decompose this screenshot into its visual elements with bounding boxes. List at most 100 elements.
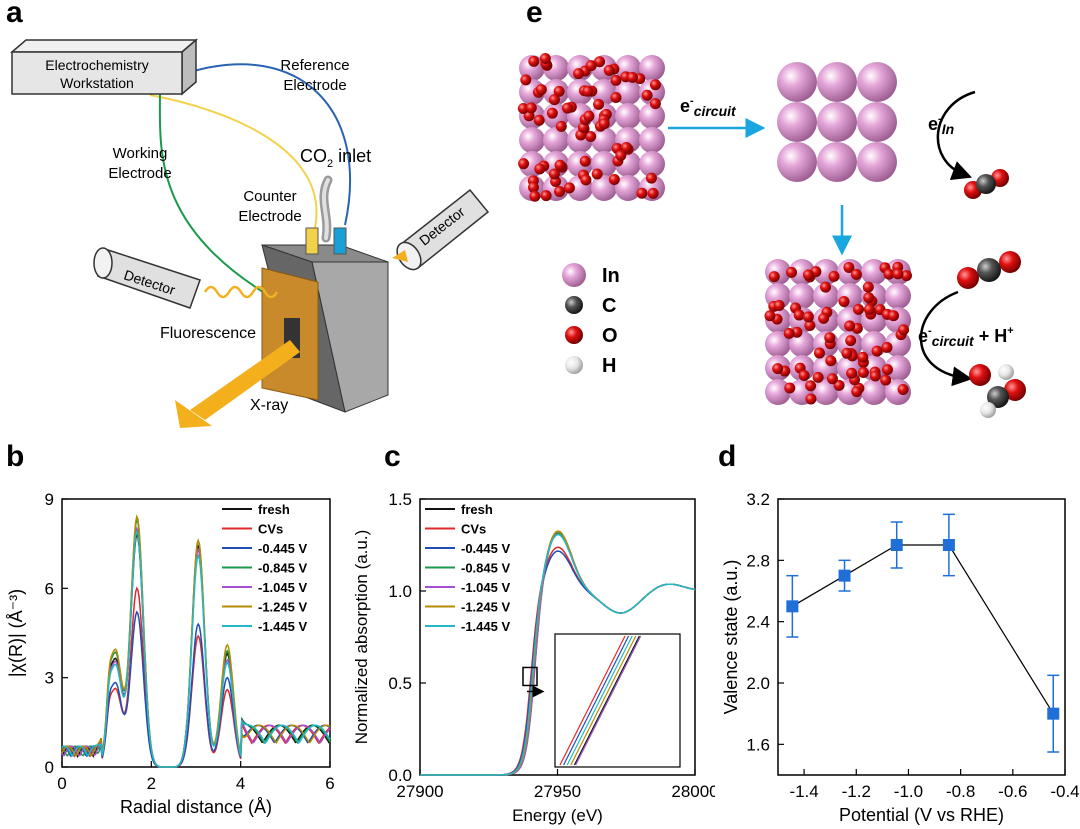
o-atom — [825, 355, 837, 367]
data-point — [838, 569, 851, 582]
in-atom — [857, 102, 897, 142]
legend-entry: -0.445 V — [461, 541, 510, 556]
o-atom — [615, 150, 627, 162]
in-atom — [639, 151, 665, 177]
o-atom — [585, 130, 597, 142]
in-atom — [765, 379, 791, 405]
o-atom — [882, 364, 894, 376]
o-atom — [786, 266, 798, 278]
inset-line — [570, 635, 637, 766]
o-atom — [533, 114, 545, 126]
x-axis-label: Energy (eV) — [512, 806, 603, 825]
reference-wire — [189, 63, 351, 226]
o-atom — [805, 393, 817, 405]
zoom-box — [522, 666, 538, 687]
o-atom — [554, 159, 566, 171]
inset-line — [573, 635, 640, 766]
o-atom — [540, 190, 552, 202]
series-line-CVs — [61, 586, 331, 768]
y-tick-label: 1.0 — [388, 582, 412, 601]
o-atom — [846, 367, 858, 379]
o-atom — [841, 347, 853, 359]
y-tick-label: 2.8 — [746, 551, 770, 570]
o-atom — [881, 341, 893, 353]
y-tick-label: 9 — [45, 490, 54, 509]
co2-molecule-reactant — [957, 251, 1021, 289]
panel-label-c: c — [384, 440, 401, 473]
o-atom — [610, 91, 622, 103]
legend-label-h: H — [602, 355, 616, 377]
o-atom — [561, 102, 573, 114]
o-atom — [608, 173, 620, 185]
o-atom — [573, 68, 585, 80]
in-atom — [817, 142, 857, 182]
x-axis-label: Radial distance (Å) — [120, 797, 272, 817]
in-atom — [615, 103, 641, 129]
o-atom — [845, 335, 857, 347]
x-tick-label: 4 — [236, 774, 245, 793]
x-tick-label: 28000 — [671, 782, 715, 801]
o-atom — [603, 64, 615, 76]
reference-label-2: Electrode — [283, 77, 346, 94]
o-atom — [871, 345, 883, 357]
in-atom — [591, 79, 617, 105]
o-atom — [773, 300, 785, 312]
workstation-label-2: Workstation — [60, 75, 134, 91]
o-atom — [863, 303, 875, 315]
x-axis-label: Potential (V vs RHE) — [839, 805, 1004, 825]
o-atom — [802, 311, 814, 323]
o-atom — [844, 320, 856, 332]
in-atom — [885, 283, 911, 309]
arrow-e-circuit-h — [919, 290, 973, 387]
x-tick-label: 2 — [147, 774, 156, 793]
o-atom — [517, 102, 529, 114]
legend-entry: fresh — [258, 502, 290, 517]
y-tick-label: 1.5 — [388, 490, 412, 509]
in-atom — [813, 379, 839, 405]
in-atom — [857, 142, 897, 182]
x-tick-label: -0.8 — [946, 782, 975, 801]
y-tick-label: 0 — [45, 758, 54, 777]
legend-label-in: In — [602, 265, 620, 287]
o-atom — [645, 172, 657, 184]
legend-entry: -0.845 V — [258, 561, 307, 576]
in-atom — [639, 103, 665, 129]
e-in-label: e-In — [928, 113, 954, 137]
o-atom — [610, 74, 622, 86]
legend-entry: -1.445 V — [461, 619, 510, 634]
o-atom — [869, 370, 881, 382]
o-atom — [579, 155, 591, 167]
o-atom — [883, 268, 895, 280]
panel-label-d: d — [718, 440, 737, 473]
in-atom — [861, 379, 887, 405]
legend-entry: -1.045 V — [461, 580, 510, 595]
legend-swatch-o — [565, 326, 583, 344]
in2o3-cluster-initial — [517, 53, 665, 202]
o-atom — [820, 281, 832, 293]
formate-molecule — [969, 364, 1026, 418]
o-atom — [793, 309, 805, 321]
o-atom — [897, 383, 909, 395]
counter-wire — [149, 94, 318, 229]
x-tick-label: -1.4 — [789, 782, 818, 801]
o-atom — [857, 351, 869, 363]
y-tick-label: 1.6 — [746, 735, 770, 754]
y-axis-label: Valence state (a.u.) — [721, 560, 741, 715]
data-point — [890, 539, 903, 551]
in-atom — [817, 102, 857, 142]
in-atom — [857, 62, 897, 102]
x-tick-label: 0 — [57, 774, 66, 793]
o-atom — [843, 261, 855, 273]
o-atom — [900, 270, 912, 282]
co2-inlet-label: CO2 inlet — [300, 146, 371, 170]
o-atom — [812, 371, 824, 383]
panel-label-a: a — [6, 0, 23, 29]
detector-left-body — [93, 247, 201, 309]
working-wire — [158, 87, 286, 306]
o-atom — [520, 74, 532, 86]
x-tick-label: -1.0 — [894, 782, 923, 801]
connecting-line — [791, 544, 1054, 715]
inset-line — [563, 635, 630, 766]
inset-line — [566, 635, 633, 766]
detector-right-body — [392, 188, 490, 271]
